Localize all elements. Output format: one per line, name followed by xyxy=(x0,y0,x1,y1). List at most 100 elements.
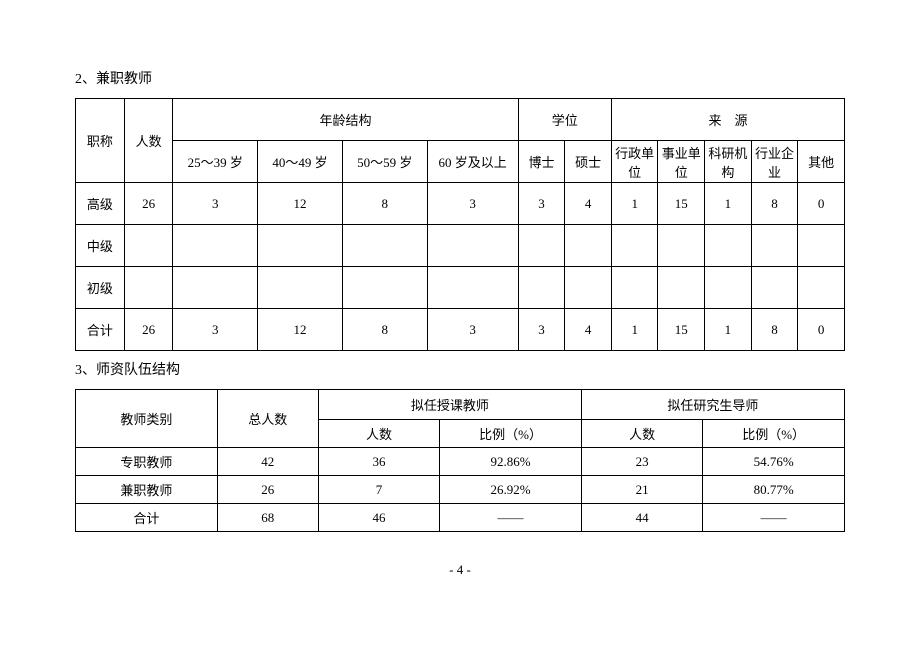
cell: 1 xyxy=(611,183,658,225)
cell: 1 xyxy=(705,183,752,225)
cell: 3 xyxy=(173,309,258,351)
cell xyxy=(705,267,752,309)
cell xyxy=(518,225,565,267)
header-group1: 拟任授课教师 xyxy=(318,390,581,420)
row-label: 合计 xyxy=(76,504,218,532)
cell xyxy=(798,267,845,309)
cell xyxy=(173,225,258,267)
cell: 23 xyxy=(581,448,702,476)
cell: 8 xyxy=(751,183,798,225)
header-age-3: 60 岁及以上 xyxy=(427,141,518,183)
cell xyxy=(611,267,658,309)
cell: 4 xyxy=(565,309,612,351)
cell xyxy=(427,225,518,267)
cell xyxy=(705,225,752,267)
cell: 4 xyxy=(565,183,612,225)
cell: 3 xyxy=(427,183,518,225)
cell xyxy=(342,267,427,309)
cell: 8 xyxy=(751,309,798,351)
cell xyxy=(124,225,173,267)
row-label: 专职教师 xyxy=(76,448,218,476)
header-age-2: 50～59 岁 xyxy=(342,141,427,183)
cell: 92.86% xyxy=(440,448,582,476)
cell: 80.77% xyxy=(703,476,845,504)
cell xyxy=(565,225,612,267)
cell: 42 xyxy=(217,448,318,476)
table-row: 中级 xyxy=(76,225,845,267)
cell xyxy=(611,225,658,267)
cell: 26 xyxy=(124,183,173,225)
cell xyxy=(258,225,343,267)
table-parttime-teachers: 职称 人数 年龄结构 学位 来 源 25～39 岁 40～49 岁 50～59 … xyxy=(75,98,845,351)
header-source-3: 行业企业 xyxy=(751,141,798,183)
header-source-0: 行政单位 xyxy=(611,141,658,183)
table-faculty-structure: 教师类别 总人数 拟任授课教师 拟任研究生导师 人数 比例（%） 人数 比例（%… xyxy=(75,389,845,532)
cell: 0 xyxy=(798,309,845,351)
header-sub-ratio: 比例（%） xyxy=(440,420,582,448)
table-row: 初级 xyxy=(76,267,845,309)
header-degree-1: 硕士 xyxy=(565,141,612,183)
cell: 8 xyxy=(342,183,427,225)
cell: 68 xyxy=(217,504,318,532)
row-label: 中级 xyxy=(76,225,125,267)
cell: 46 xyxy=(318,504,439,532)
row-label: 合计 xyxy=(76,309,125,351)
cell: 3 xyxy=(173,183,258,225)
table-row: 高级 26 3 12 8 3 3 4 1 15 1 8 0 xyxy=(76,183,845,225)
cell: 54.76% xyxy=(703,448,845,476)
header-age-0: 25～39 岁 xyxy=(173,141,258,183)
header-sub-count: 人数 xyxy=(318,420,439,448)
cell: 8 xyxy=(342,309,427,351)
cell xyxy=(658,267,705,309)
header-group2: 拟任研究生导师 xyxy=(581,390,844,420)
cell: 15 xyxy=(658,183,705,225)
cell xyxy=(751,267,798,309)
cell: 26 xyxy=(217,476,318,504)
cell xyxy=(658,225,705,267)
header-sub-count: 人数 xyxy=(581,420,702,448)
cell: 1 xyxy=(611,309,658,351)
cell: 0 xyxy=(798,183,845,225)
table-row: 合计 26 3 12 8 3 3 4 1 15 1 8 0 xyxy=(76,309,845,351)
cell xyxy=(124,267,173,309)
header-source-group: 来 源 xyxy=(611,99,844,141)
table-row: 兼职教师 26 7 26.92% 21 80.77% xyxy=(76,476,845,504)
cell xyxy=(565,267,612,309)
cell: 3 xyxy=(427,309,518,351)
cell: 3 xyxy=(518,183,565,225)
header-sub-ratio: 比例（%） xyxy=(703,420,845,448)
cell: 15 xyxy=(658,309,705,351)
cell xyxy=(798,225,845,267)
cell: 21 xyxy=(581,476,702,504)
section-title-2: 3、师资队伍结构 xyxy=(75,359,845,379)
cell xyxy=(258,267,343,309)
cell: 7 xyxy=(318,476,439,504)
header-renshu: 人数 xyxy=(124,99,173,183)
cell xyxy=(427,267,518,309)
cell xyxy=(173,267,258,309)
cell xyxy=(751,225,798,267)
page-number: - 4 - xyxy=(75,562,845,578)
table-row: 专职教师 42 36 92.86% 23 54.76% xyxy=(76,448,845,476)
header-source-4: 其他 xyxy=(798,141,845,183)
header-total: 总人数 xyxy=(217,390,318,448)
cell: 26 xyxy=(124,309,173,351)
header-category: 教师类别 xyxy=(76,390,218,448)
cell: 1 xyxy=(705,309,752,351)
row-label: 兼职教师 xyxy=(76,476,218,504)
row-label: 初级 xyxy=(76,267,125,309)
header-age-1: 40～49 岁 xyxy=(258,141,343,183)
row-label: 高级 xyxy=(76,183,125,225)
header-degree-0: 博士 xyxy=(518,141,565,183)
section-title-1: 2、兼职教师 xyxy=(75,68,845,88)
cell: 12 xyxy=(258,183,343,225)
cell: 3 xyxy=(518,309,565,351)
header-source-2: 科研机构 xyxy=(705,141,752,183)
header-zhicheng: 职称 xyxy=(76,99,125,183)
cell: —— xyxy=(440,504,582,532)
cell xyxy=(518,267,565,309)
table-row: 合计 68 46 —— 44 —— xyxy=(76,504,845,532)
cell: —— xyxy=(703,504,845,532)
cell xyxy=(342,225,427,267)
cell: 12 xyxy=(258,309,343,351)
